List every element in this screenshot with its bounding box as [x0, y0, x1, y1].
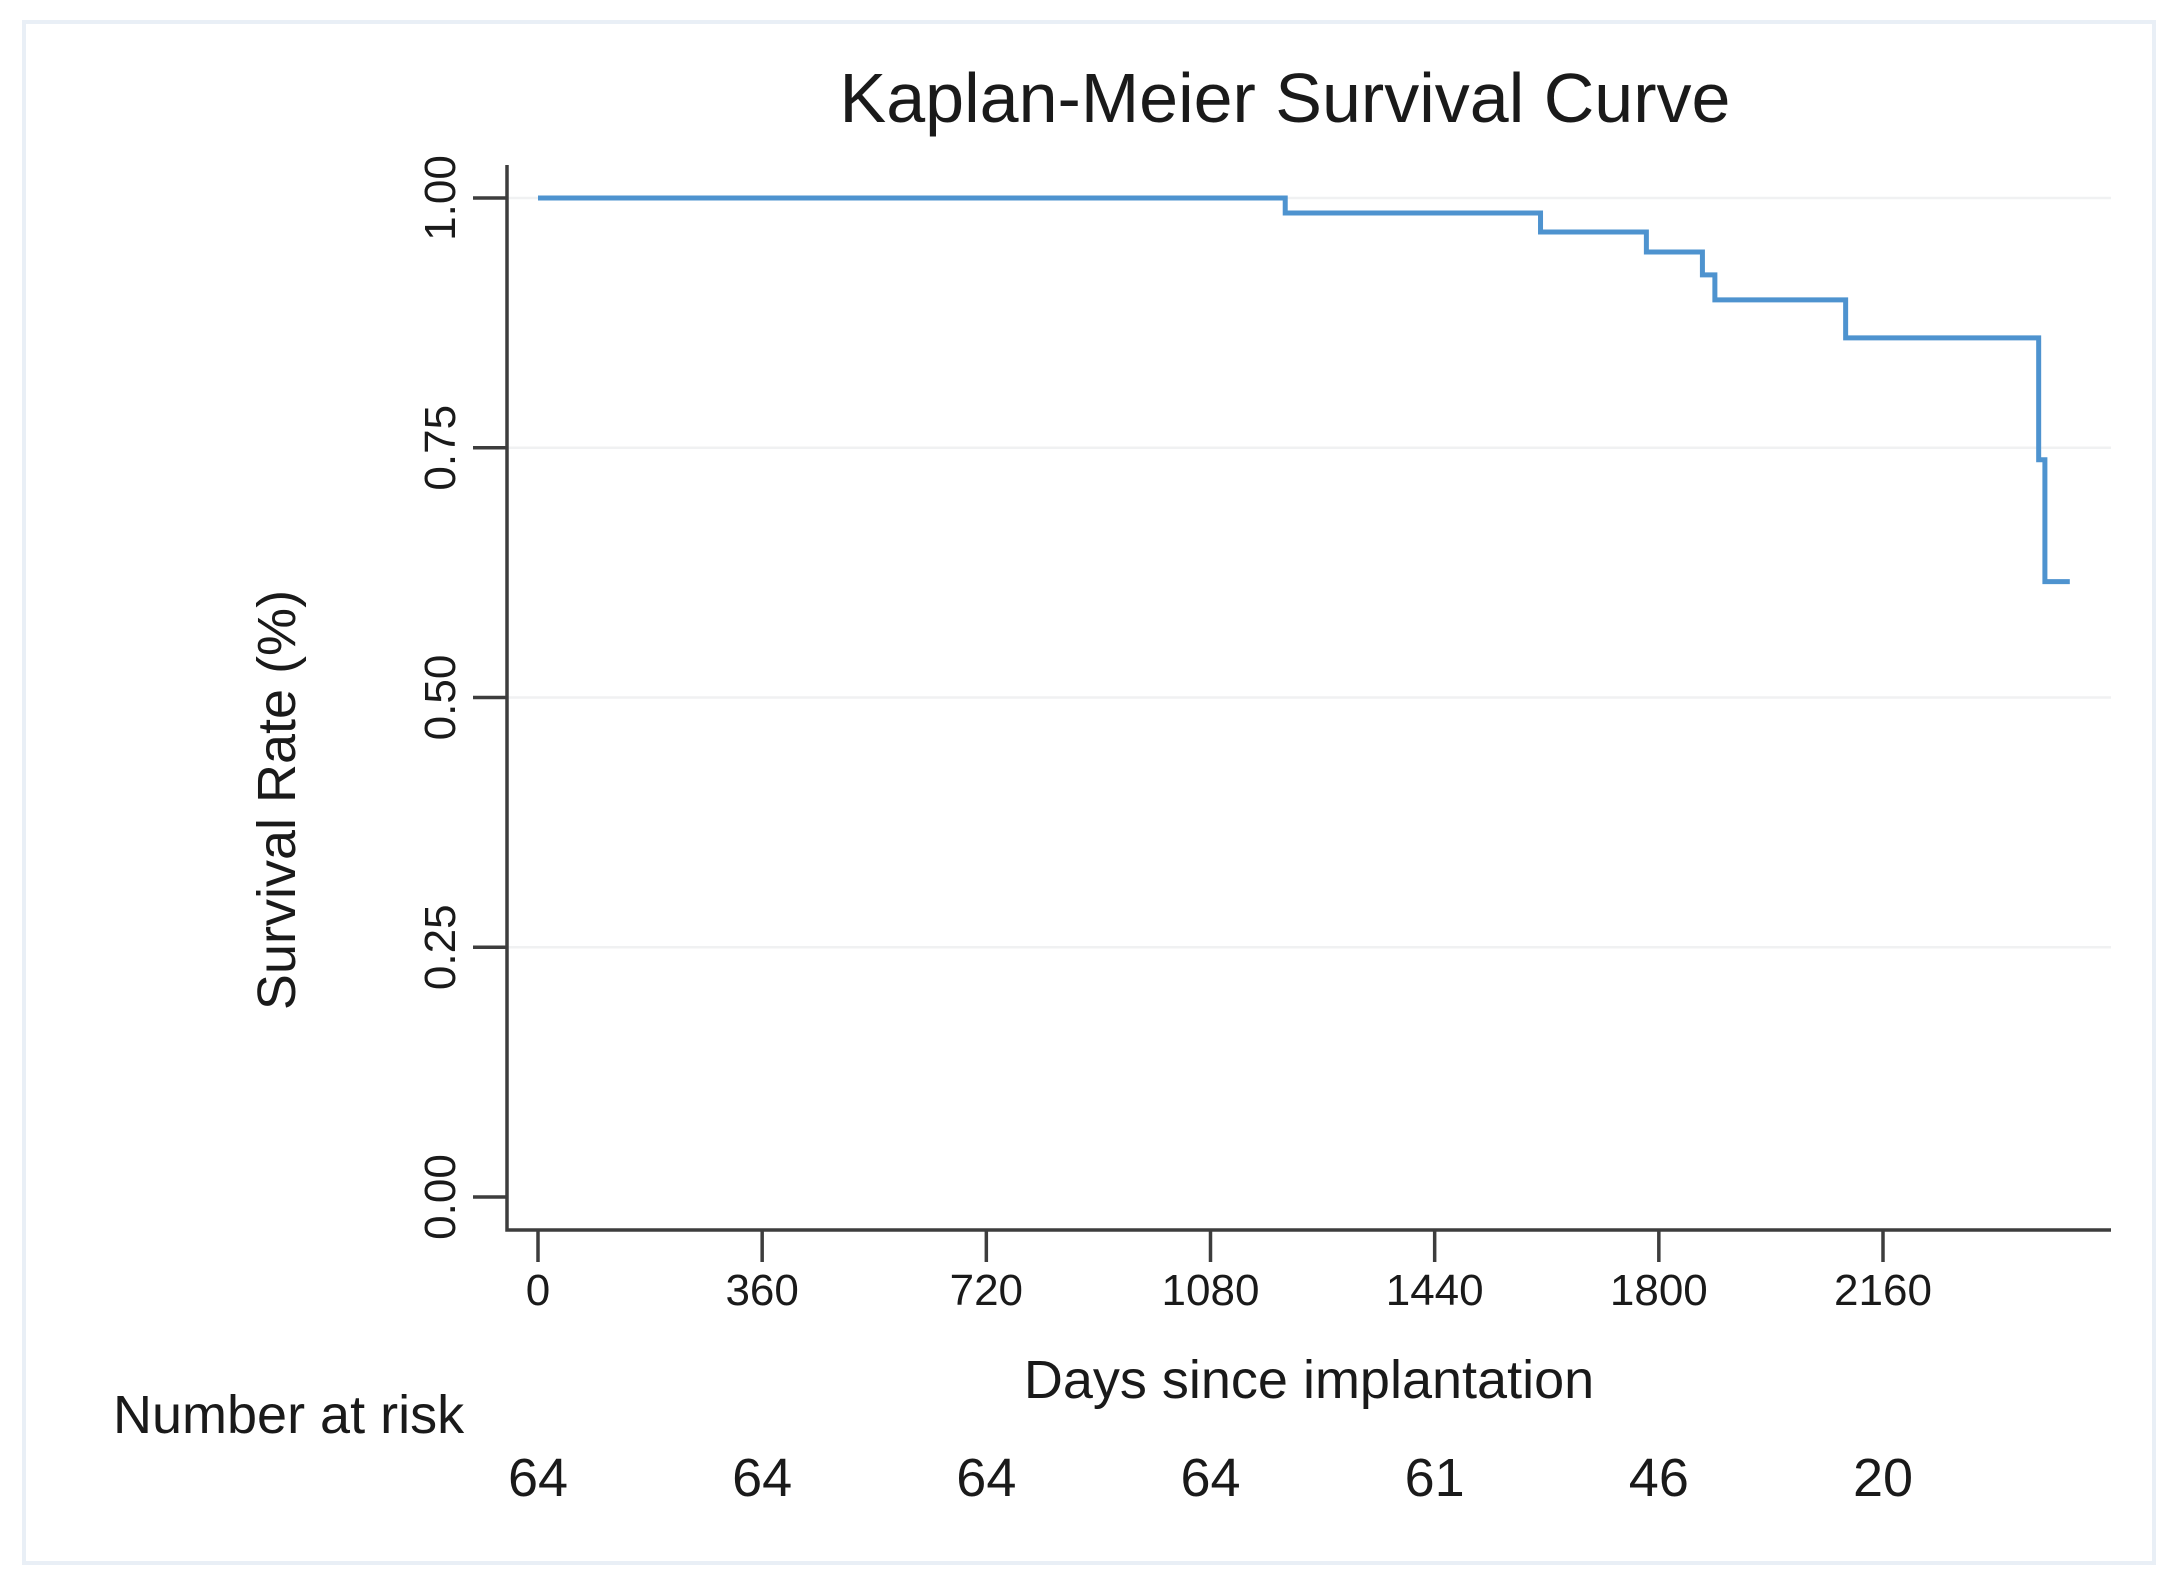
x-tick-label: 720 — [950, 1266, 1023, 1315]
x-tick-label: 0 — [526, 1266, 550, 1315]
x-tick-label: 1800 — [1610, 1266, 1708, 1315]
x-tick-label: 1440 — [1386, 1266, 1484, 1315]
risk-count: 46 — [1629, 1448, 1689, 1508]
survival-curve — [538, 195, 2070, 585]
axis-lines — [505, 165, 2111, 1232]
y-tick-label: 0.25 — [416, 904, 465, 990]
y-tick-label: 1.00 — [416, 155, 465, 241]
x-axis-title: Days since implantation — [1024, 1350, 1594, 1410]
risk-count: 64 — [956, 1448, 1016, 1508]
risk-counts: 64 64 64 64 61 46 20 — [508, 1448, 1913, 1508]
x-ticks — [536, 1230, 1885, 1262]
y-tick-label: 0.50 — [416, 655, 465, 741]
risk-count: 64 — [508, 1448, 568, 1508]
y-tick-labels: 1.00 0.75 0.50 0.25 0.00 — [416, 155, 465, 1240]
y-tick-label: 0.00 — [416, 1154, 465, 1240]
gridlines — [507, 196, 2111, 949]
risk-count: 64 — [732, 1448, 792, 1508]
chart-title: Kaplan-Meier Survival Curve — [840, 59, 1731, 137]
risk-count: 20 — [1853, 1448, 1913, 1508]
risk-count: 64 — [1180, 1448, 1240, 1508]
y-axis-title: Survival Rate (%) — [247, 590, 307, 1010]
x-tick-label: 2160 — [1834, 1266, 1932, 1315]
y-ticks — [473, 196, 507, 1199]
risk-count: 61 — [1405, 1448, 1465, 1508]
x-tick-label: 360 — [725, 1266, 798, 1315]
x-tick-label: 1080 — [1162, 1266, 1260, 1315]
x-tick-labels: 0 360 720 1080 1440 1800 2160 — [526, 1266, 1932, 1315]
y-tick-label: 0.75 — [416, 405, 465, 491]
risk-table-label: Number at risk — [113, 1385, 465, 1445]
